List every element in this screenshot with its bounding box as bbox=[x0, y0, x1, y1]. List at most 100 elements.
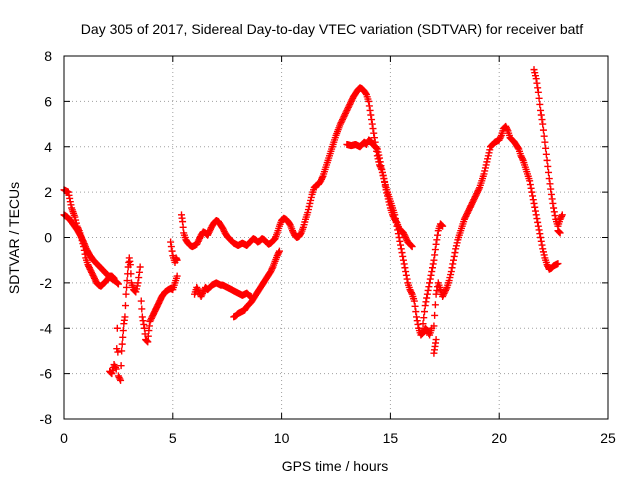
data-point-marker bbox=[431, 251, 439, 259]
y-tick-label: 4 bbox=[44, 139, 52, 155]
data-point-marker bbox=[540, 132, 548, 140]
data-point-marker bbox=[432, 336, 440, 344]
data-point-marker bbox=[423, 290, 431, 298]
chart-title: Day 305 of 2017, Sidereal Day-to-day VTE… bbox=[81, 21, 584, 37]
data-point-marker bbox=[370, 134, 378, 142]
data-point-marker bbox=[423, 294, 431, 302]
data-point-marker bbox=[536, 100, 544, 108]
y-axis-label: SDTVAR / TECUs bbox=[6, 182, 22, 294]
data-point-marker bbox=[119, 327, 127, 335]
data-point-marker bbox=[527, 184, 535, 192]
data-point-marker bbox=[123, 277, 131, 285]
data-point-marker bbox=[450, 256, 458, 264]
data-point-marker bbox=[426, 275, 434, 283]
data-point-marker bbox=[275, 247, 283, 255]
x-axis-label: GPS time / hours bbox=[282, 458, 389, 474]
data-point-marker bbox=[394, 230, 402, 238]
data-point-marker bbox=[534, 222, 542, 230]
data-point-marker bbox=[451, 249, 459, 257]
data-point-marker bbox=[362, 89, 370, 97]
data-point-marker bbox=[431, 246, 439, 254]
data-point-marker bbox=[119, 333, 127, 341]
data-point-marker bbox=[407, 242, 415, 250]
series-trace-8 bbox=[343, 136, 436, 339]
data-point-marker bbox=[135, 274, 143, 282]
data-point-marker bbox=[535, 226, 543, 234]
data-point-marker bbox=[113, 345, 121, 353]
data-point-marker bbox=[139, 317, 147, 325]
data-point-marker bbox=[397, 241, 405, 249]
data-point-marker bbox=[403, 275, 411, 283]
data-point-marker bbox=[123, 283, 131, 291]
data-point-marker bbox=[545, 168, 553, 176]
data-point-marker bbox=[376, 154, 384, 162]
data-point-marker bbox=[425, 283, 433, 291]
data-point-marker bbox=[318, 174, 326, 182]
data-point-marker bbox=[554, 260, 562, 268]
data-point-marker bbox=[121, 302, 129, 310]
data-point-marker bbox=[247, 292, 255, 300]
data-point-marker bbox=[365, 97, 373, 105]
y-tick-label: 6 bbox=[44, 93, 52, 109]
y-tick-label: 0 bbox=[44, 230, 52, 246]
data-point-marker bbox=[140, 320, 148, 328]
data-point-marker bbox=[503, 125, 511, 133]
data-point-marker bbox=[428, 268, 436, 276]
data-point-marker bbox=[537, 111, 545, 119]
data-point-marker bbox=[532, 211, 540, 219]
series-trace-10 bbox=[530, 66, 566, 237]
data-point-marker bbox=[555, 228, 563, 236]
data-point-marker bbox=[112, 365, 120, 373]
series-trace-3 bbox=[106, 254, 144, 384]
data-point-marker bbox=[437, 221, 445, 229]
data-point-marker bbox=[122, 290, 130, 298]
data-point-marker bbox=[399, 252, 407, 260]
x-tick-label: 10 bbox=[274, 430, 290, 446]
data-point-marker bbox=[543, 156, 551, 164]
data-point-marker bbox=[542, 150, 550, 158]
data-point-marker bbox=[410, 297, 418, 305]
data-point-marker bbox=[518, 155, 526, 163]
data-point-marker bbox=[407, 289, 415, 297]
data-point-marker bbox=[526, 181, 534, 189]
grid-lines bbox=[64, 56, 608, 419]
data-point-marker bbox=[414, 320, 422, 328]
data-point-marker bbox=[430, 256, 438, 264]
data-point-marker bbox=[531, 203, 539, 211]
data-point-marker bbox=[275, 249, 283, 257]
data-point-marker bbox=[372, 144, 380, 152]
data-point-marker bbox=[113, 278, 121, 286]
data-point-marker bbox=[538, 116, 546, 124]
data-point-marker bbox=[402, 268, 410, 276]
data-point-marker bbox=[117, 362, 125, 370]
data-point-marker bbox=[529, 192, 537, 200]
data-point-marker bbox=[431, 311, 439, 319]
data-point-marker bbox=[449, 260, 457, 268]
data-point-marker bbox=[168, 247, 176, 255]
data-point-marker bbox=[428, 264, 436, 272]
plot-frame bbox=[63, 55, 609, 420]
data-point-marker bbox=[377, 162, 385, 170]
data-point-marker bbox=[419, 320, 427, 328]
series-trace-7 bbox=[191, 279, 255, 300]
data-point-marker bbox=[392, 218, 400, 226]
data-point-marker bbox=[531, 207, 539, 215]
data-point-marker bbox=[114, 279, 122, 287]
data-point-marker bbox=[400, 260, 408, 268]
data-point-marker bbox=[528, 188, 536, 196]
data-point-marker bbox=[547, 185, 555, 193]
data-point-marker bbox=[534, 218, 542, 226]
data-point-marker bbox=[370, 129, 378, 137]
data-point-marker bbox=[556, 229, 564, 237]
data-point-marker bbox=[431, 301, 439, 309]
data-point-marker bbox=[136, 263, 144, 271]
y-tick-label: 8 bbox=[44, 48, 52, 64]
data-point-marker bbox=[539, 126, 547, 134]
data-point-marker bbox=[420, 314, 428, 322]
data-point-marker bbox=[558, 211, 566, 219]
data-point-marker bbox=[424, 286, 432, 294]
data-point-marker bbox=[393, 222, 401, 230]
data-point-marker bbox=[167, 238, 175, 246]
data-point-marker bbox=[422, 298, 430, 306]
